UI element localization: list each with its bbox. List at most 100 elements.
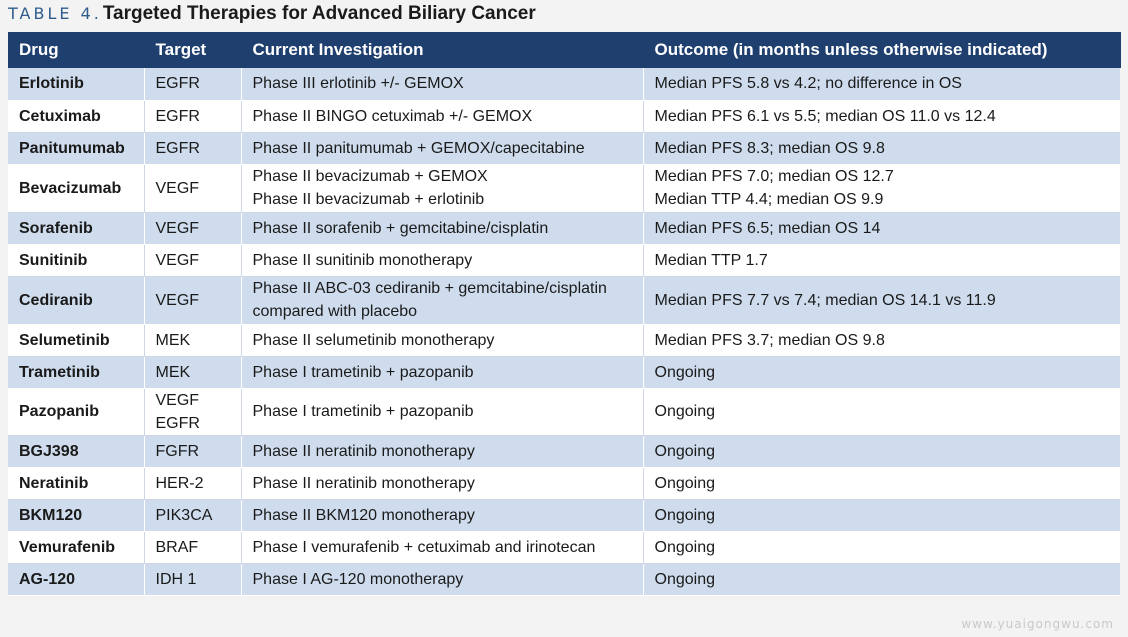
target-cell-line: EGFR <box>155 139 200 157</box>
investigation-cell-line: Phase I AG-120 monotherapy <box>252 570 464 588</box>
investigation-cell-line: Phase II ABC-03 cediranib + gemcitabine/… <box>252 280 607 297</box>
therapies-table: Drug Target Current Investigation Outcom… <box>8 32 1121 596</box>
target-cell-line: PIK3CA <box>155 506 213 524</box>
target-cell: MEK <box>144 356 242 389</box>
table-row: Sunitinib VEGF Phase II sunitinib monother… <box>8 244 1120 277</box>
table-row: Sorafenib VEGF Phase II sorafenib + gemcit… <box>8 212 1120 245</box>
target-cell: BRAF <box>144 531 242 564</box>
outcome-cell-line: Median PFS 5.8 vs 4.2; no difference in … <box>654 75 962 93</box>
drug-cell: Panitumumab <box>8 132 145 165</box>
investigation-cell: Phase I trametinib + pazopanib <box>241 388 644 436</box>
outcome-cell: Ongoing <box>643 388 1120 436</box>
drug-cell: Erlotinib <box>8 68 145 101</box>
drug-cell: BGJ398 <box>8 435 145 468</box>
outcome-cell-line: Ongoing <box>654 442 716 460</box>
investigation-cell: Phase II neratinib monotherapy <box>241 435 644 468</box>
outcome-cell: Ongoing <box>643 499 1120 532</box>
target-cell: FGFR <box>144 435 242 468</box>
target-cell: VEGF <box>144 276 242 325</box>
investigation-cell-line: Phase II selumetinib monotherapy <box>252 331 495 349</box>
investigation-cell-line: Phase II BINGO cetuximab +/- GEMOX <box>252 107 533 125</box>
target-cell: VEGF <box>144 212 242 245</box>
investigation-cell-line: Phase II bevacizumab + erlotinib <box>252 191 485 208</box>
drug-cell: Sorafenib <box>8 212 145 245</box>
outcome-cell-line: Ongoing <box>654 474 716 492</box>
investigation-cell-line: Phase I trametinib + pazopanib <box>252 363 474 381</box>
investigation-cell-line: Phase III erlotinib +/- GEMOX <box>252 75 464 93</box>
outcome-cell-line: Ongoing <box>654 570 716 588</box>
investigation-cell-line: Phase II sunitinib monotherapy <box>252 251 473 269</box>
drug-cell: Neratinib <box>8 467 145 500</box>
investigation-cell: Phase II BKM120 monotherapy <box>241 499 644 532</box>
outcome-cell: Median PFS 6.5; median OS 14 <box>643 212 1120 245</box>
table-row: Panitumumab EGFR Phase II panitumumab + GE… <box>8 132 1120 165</box>
investigation-cell: Phase II sorafenib + gemcitabine/cisplat… <box>241 212 644 245</box>
outcome-cell: Median TTP 1.7 <box>643 244 1120 277</box>
target-cell: MEK <box>144 324 242 357</box>
table-row: Vemurafenib BRAF Phase I vemurafenib + cet… <box>8 531 1120 564</box>
header-target: Target <box>144 32 242 68</box>
drug-cell: Vemurafenib <box>8 531 145 564</box>
outcome-cell: Median PFS 7.0; median OS 12.7 Median TTP… <box>643 164 1120 213</box>
investigation-cell-line: Phase I vemurafenib + cetuximab and irin… <box>252 538 596 556</box>
target-cell-line: VEGF <box>155 219 200 237</box>
outcome-cell-line: Ongoing <box>654 538 716 556</box>
target-cell: VEGF <box>144 164 242 213</box>
table-row: AG-120 IDH 1 Phase I AG-120 monotherapy Ong… <box>8 563 1120 596</box>
drug-cell: BKM120 <box>8 499 145 532</box>
target-cell-line: BRAF <box>155 538 199 556</box>
drug-cell: Pazopanib <box>8 388 145 436</box>
investigation-cell-line: Phase II panitumumab + GEMOX/capecitabin… <box>252 139 585 157</box>
header-drug: Drug <box>8 32 145 68</box>
outcome-cell-line: Median PFS 7.7 vs 7.4; median OS 14.1 vs… <box>654 291 996 309</box>
investigation-cell-line: Phase II bevacizumab + GEMOX <box>252 168 488 185</box>
outcome-cell-line: Median TTP 1.7 <box>654 251 768 269</box>
target-cell: EGFR <box>144 132 242 165</box>
target-cell: VEGF <box>144 244 242 277</box>
outcome-cell-line: Ongoing <box>654 506 716 524</box>
investigation-cell: Phase II selumetinib monotherapy <box>241 324 644 357</box>
investigation-cell-line: Phase II neratinib monotherapy <box>252 474 475 492</box>
investigation-cell-line: compared with placebo <box>252 303 418 320</box>
investigation-cell: Phase II bevacizumab + GEMOX Phase II bev… <box>241 164 644 213</box>
table-row: Cediranib VEGF Phase II ABC-03 cediranib +… <box>8 276 1120 325</box>
header-investigation: Current Investigation <box>241 32 644 68</box>
target-cell: HER-2 <box>144 467 242 500</box>
investigation-cell: Phase II sunitinib monotherapy <box>241 244 644 277</box>
watermark: www.yuaigongwu.com <box>961 617 1114 631</box>
target-cell: IDH 1 <box>144 563 242 596</box>
investigation-cell-line: Phase II neratinib monotherapy <box>252 442 475 460</box>
table-row: Erlotinib EGFR Phase III erlotinib +/- GEM… <box>8 68 1120 101</box>
table-number: TABLE 4 <box>8 4 94 23</box>
target-cell: EGFR <box>144 68 242 101</box>
drug-cell: Bevacizumab <box>8 164 145 213</box>
target-cell-line: VEGF <box>155 251 200 269</box>
investigation-cell: Phase III erlotinib +/- GEMOX <box>241 68 644 101</box>
drug-cell: Selumetinib <box>8 324 145 357</box>
header-row: Drug Target Current Investigation Outcom… <box>8 32 1121 68</box>
outcome-cell-line: Median PFS 7.0; median OS 12.7 <box>654 168 894 185</box>
investigation-cell: Phase II panitumumab + GEMOX/capecitabin… <box>241 132 644 165</box>
table-body: Erlotinib EGFR Phase III erlotinib +/- GEM… <box>8 68 1120 596</box>
table-row: BGJ398 FGFR Phase II neratinib monotherapy… <box>8 435 1120 468</box>
target-cell-line: MEK <box>155 363 191 381</box>
investigation-cell: Phase I trametinib + pazopanib <box>241 356 644 389</box>
investigation-cell: Phase II neratinib monotherapy <box>241 467 644 500</box>
outcome-cell-line: Median PFS 6.5; median OS 14 <box>654 219 881 237</box>
header-outcome: Outcome (in months unless otherwise indi… <box>643 32 1121 68</box>
drug-cell: Sunitinib <box>8 244 145 277</box>
outcome-cell-line: Ongoing <box>654 403 716 420</box>
target-cell-line: VEGF <box>155 179 200 197</box>
target-cell: VEGF EGFR <box>144 388 242 436</box>
outcome-cell-line: Median PFS 6.1 vs 5.5; median OS 11.0 vs… <box>654 107 996 125</box>
outcome-cell: Median PFS 5.8 vs 4.2; no difference in … <box>643 68 1120 101</box>
outcome-cell: Median PFS 8.3; median OS 9.8 <box>643 132 1120 165</box>
outcome-cell: Ongoing <box>643 467 1120 500</box>
outcome-cell: Ongoing <box>643 356 1120 389</box>
table-row: Selumetinib MEK Phase II selumetinib monot… <box>8 324 1120 357</box>
outcome-cell-line: Ongoing <box>654 363 716 381</box>
outcome-cell-line: Median PFS 3.7; median OS 9.8 <box>654 331 885 349</box>
outcome-cell-line: Median PFS 8.3; median OS 9.8 <box>654 139 885 157</box>
drug-cell: AG-120 <box>8 563 145 596</box>
table-row: Trametinib MEK Phase I trametinib + pazopa… <box>8 356 1120 389</box>
